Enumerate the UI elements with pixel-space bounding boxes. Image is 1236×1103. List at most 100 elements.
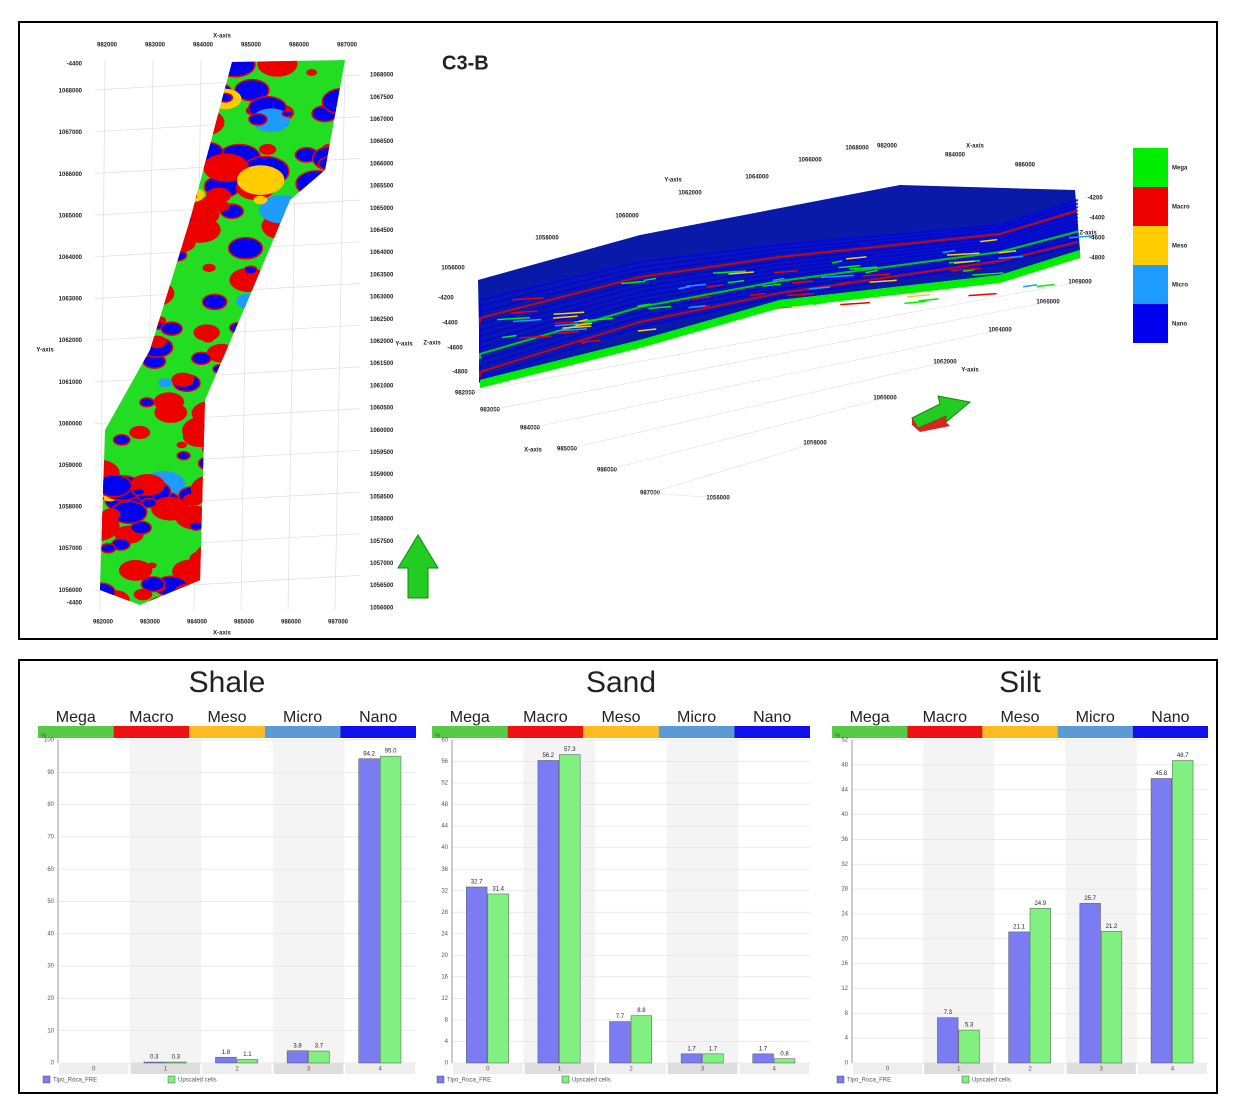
block-streak (907, 294, 930, 298)
texture-blob (279, 243, 305, 260)
block-streak (946, 252, 980, 256)
texture-blob (108, 143, 149, 169)
axis-label: 1057000 (59, 546, 83, 552)
texture-blob (201, 293, 228, 311)
grid-line (334, 59, 346, 611)
texture-blob (164, 83, 210, 113)
legend-swatch (1133, 226, 1168, 265)
axis-label: 1064000 (59, 255, 83, 261)
y-tick-label: 20 (441, 953, 448, 959)
axis-label: 1068000 (1068, 280, 1092, 286)
category-cell (1066, 1063, 1136, 1074)
texture-blob (220, 605, 230, 611)
x-tick-label: 2 (235, 1067, 239, 1073)
block-streak (998, 255, 1024, 260)
block-streak (820, 274, 854, 279)
value-label: 25.7 (1084, 896, 1096, 902)
texture-blob (189, 550, 221, 570)
axis-label: 1056000 (441, 266, 465, 272)
value-label: 31.4 (492, 887, 504, 893)
legend-label: Tipo_Roca_FRE (447, 1078, 491, 1084)
block-streak (831, 260, 843, 264)
bar (752, 1053, 774, 1064)
texture-blob (323, 307, 345, 338)
y-tick-label: 50 (47, 899, 54, 905)
texture-blob (191, 210, 202, 217)
chart-title: Sand (586, 666, 656, 699)
block-streak (904, 300, 926, 305)
value-label: 3.8 (293, 1043, 302, 1049)
panel-label: C3-B (442, 52, 489, 74)
y-tick-label: 0 (845, 1061, 849, 1067)
axis-label: 1060500 (370, 406, 394, 412)
category-cell (853, 1063, 923, 1074)
category-stripe (923, 740, 995, 1063)
y-axis-label: % (41, 734, 47, 740)
legend-swatch (436, 1075, 445, 1084)
block-streak (637, 328, 657, 332)
axis-label: Z-axis (423, 341, 441, 347)
texture-blob (176, 95, 194, 107)
axis-label: 1066000 (59, 172, 83, 178)
legend-label: Upscaled cells (972, 1078, 1011, 1084)
axis-label: 1058000 (535, 236, 559, 242)
legend-label: Upscaled cells (572, 1078, 611, 1084)
block-streak (869, 279, 897, 283)
y-tick-label: 40 (441, 845, 448, 851)
texture-blob (197, 88, 212, 97)
axis-label: 1068000 (59, 89, 83, 95)
block-streak (840, 301, 871, 306)
axis-label: 986000 (289, 43, 310, 49)
bar (1172, 760, 1194, 1064)
texture-blob (100, 60, 130, 68)
texture-blob (194, 541, 243, 571)
texture-blob (176, 188, 198, 203)
texture-blob (180, 108, 225, 137)
texture-blob (169, 109, 198, 129)
axis-label: 986000 (597, 468, 618, 474)
x-tick-label: 3 (701, 1067, 705, 1073)
axis-label: 984000 (187, 620, 208, 626)
category-cell (130, 1063, 201, 1074)
texture-blob (322, 587, 337, 596)
grid-line (649, 442, 816, 494)
texture-blob (268, 295, 308, 321)
legend-swatch (1133, 265, 1168, 304)
y-tick-label: 36 (841, 837, 848, 843)
axis-label: 1058000 (59, 505, 83, 511)
block-streak (512, 296, 545, 301)
axis-label: 1062000 (933, 360, 957, 366)
axis-label: 1061000 (370, 383, 394, 389)
block-streak (849, 266, 878, 270)
texture-blob (187, 68, 202, 78)
axis-label: 982000 (97, 43, 118, 49)
axis-label: 983000 (140, 620, 161, 626)
texture-blob (206, 187, 232, 204)
bar (1100, 931, 1123, 1064)
bar (937, 1017, 959, 1064)
texture-blob (268, 380, 283, 390)
class-label: Mega (850, 709, 890, 726)
texture-blob (317, 156, 340, 171)
axis-label: 1065500 (370, 184, 394, 190)
x-tick-label: 2 (1028, 1067, 1032, 1073)
axis-label: -4200 (1087, 196, 1103, 202)
axis-label: Y-axis (664, 178, 682, 184)
texture-blob (112, 433, 131, 446)
axis-label: 1060000 (370, 428, 394, 434)
texture-blob (125, 327, 139, 337)
block-streak (1036, 283, 1055, 288)
texture-blob (234, 562, 247, 571)
texture-blob (190, 351, 212, 366)
axis-label: X-axis (213, 631, 231, 637)
texture-blob (272, 324, 291, 337)
bar (143, 1061, 165, 1064)
texture-blob (158, 378, 173, 388)
axis-label: 1059500 (370, 450, 394, 456)
y-tick-label: 12 (841, 986, 848, 992)
texture-blob (259, 461, 280, 475)
texture-blob (217, 423, 250, 445)
block-streak (749, 292, 766, 297)
y-tick-label: 70 (47, 834, 54, 840)
